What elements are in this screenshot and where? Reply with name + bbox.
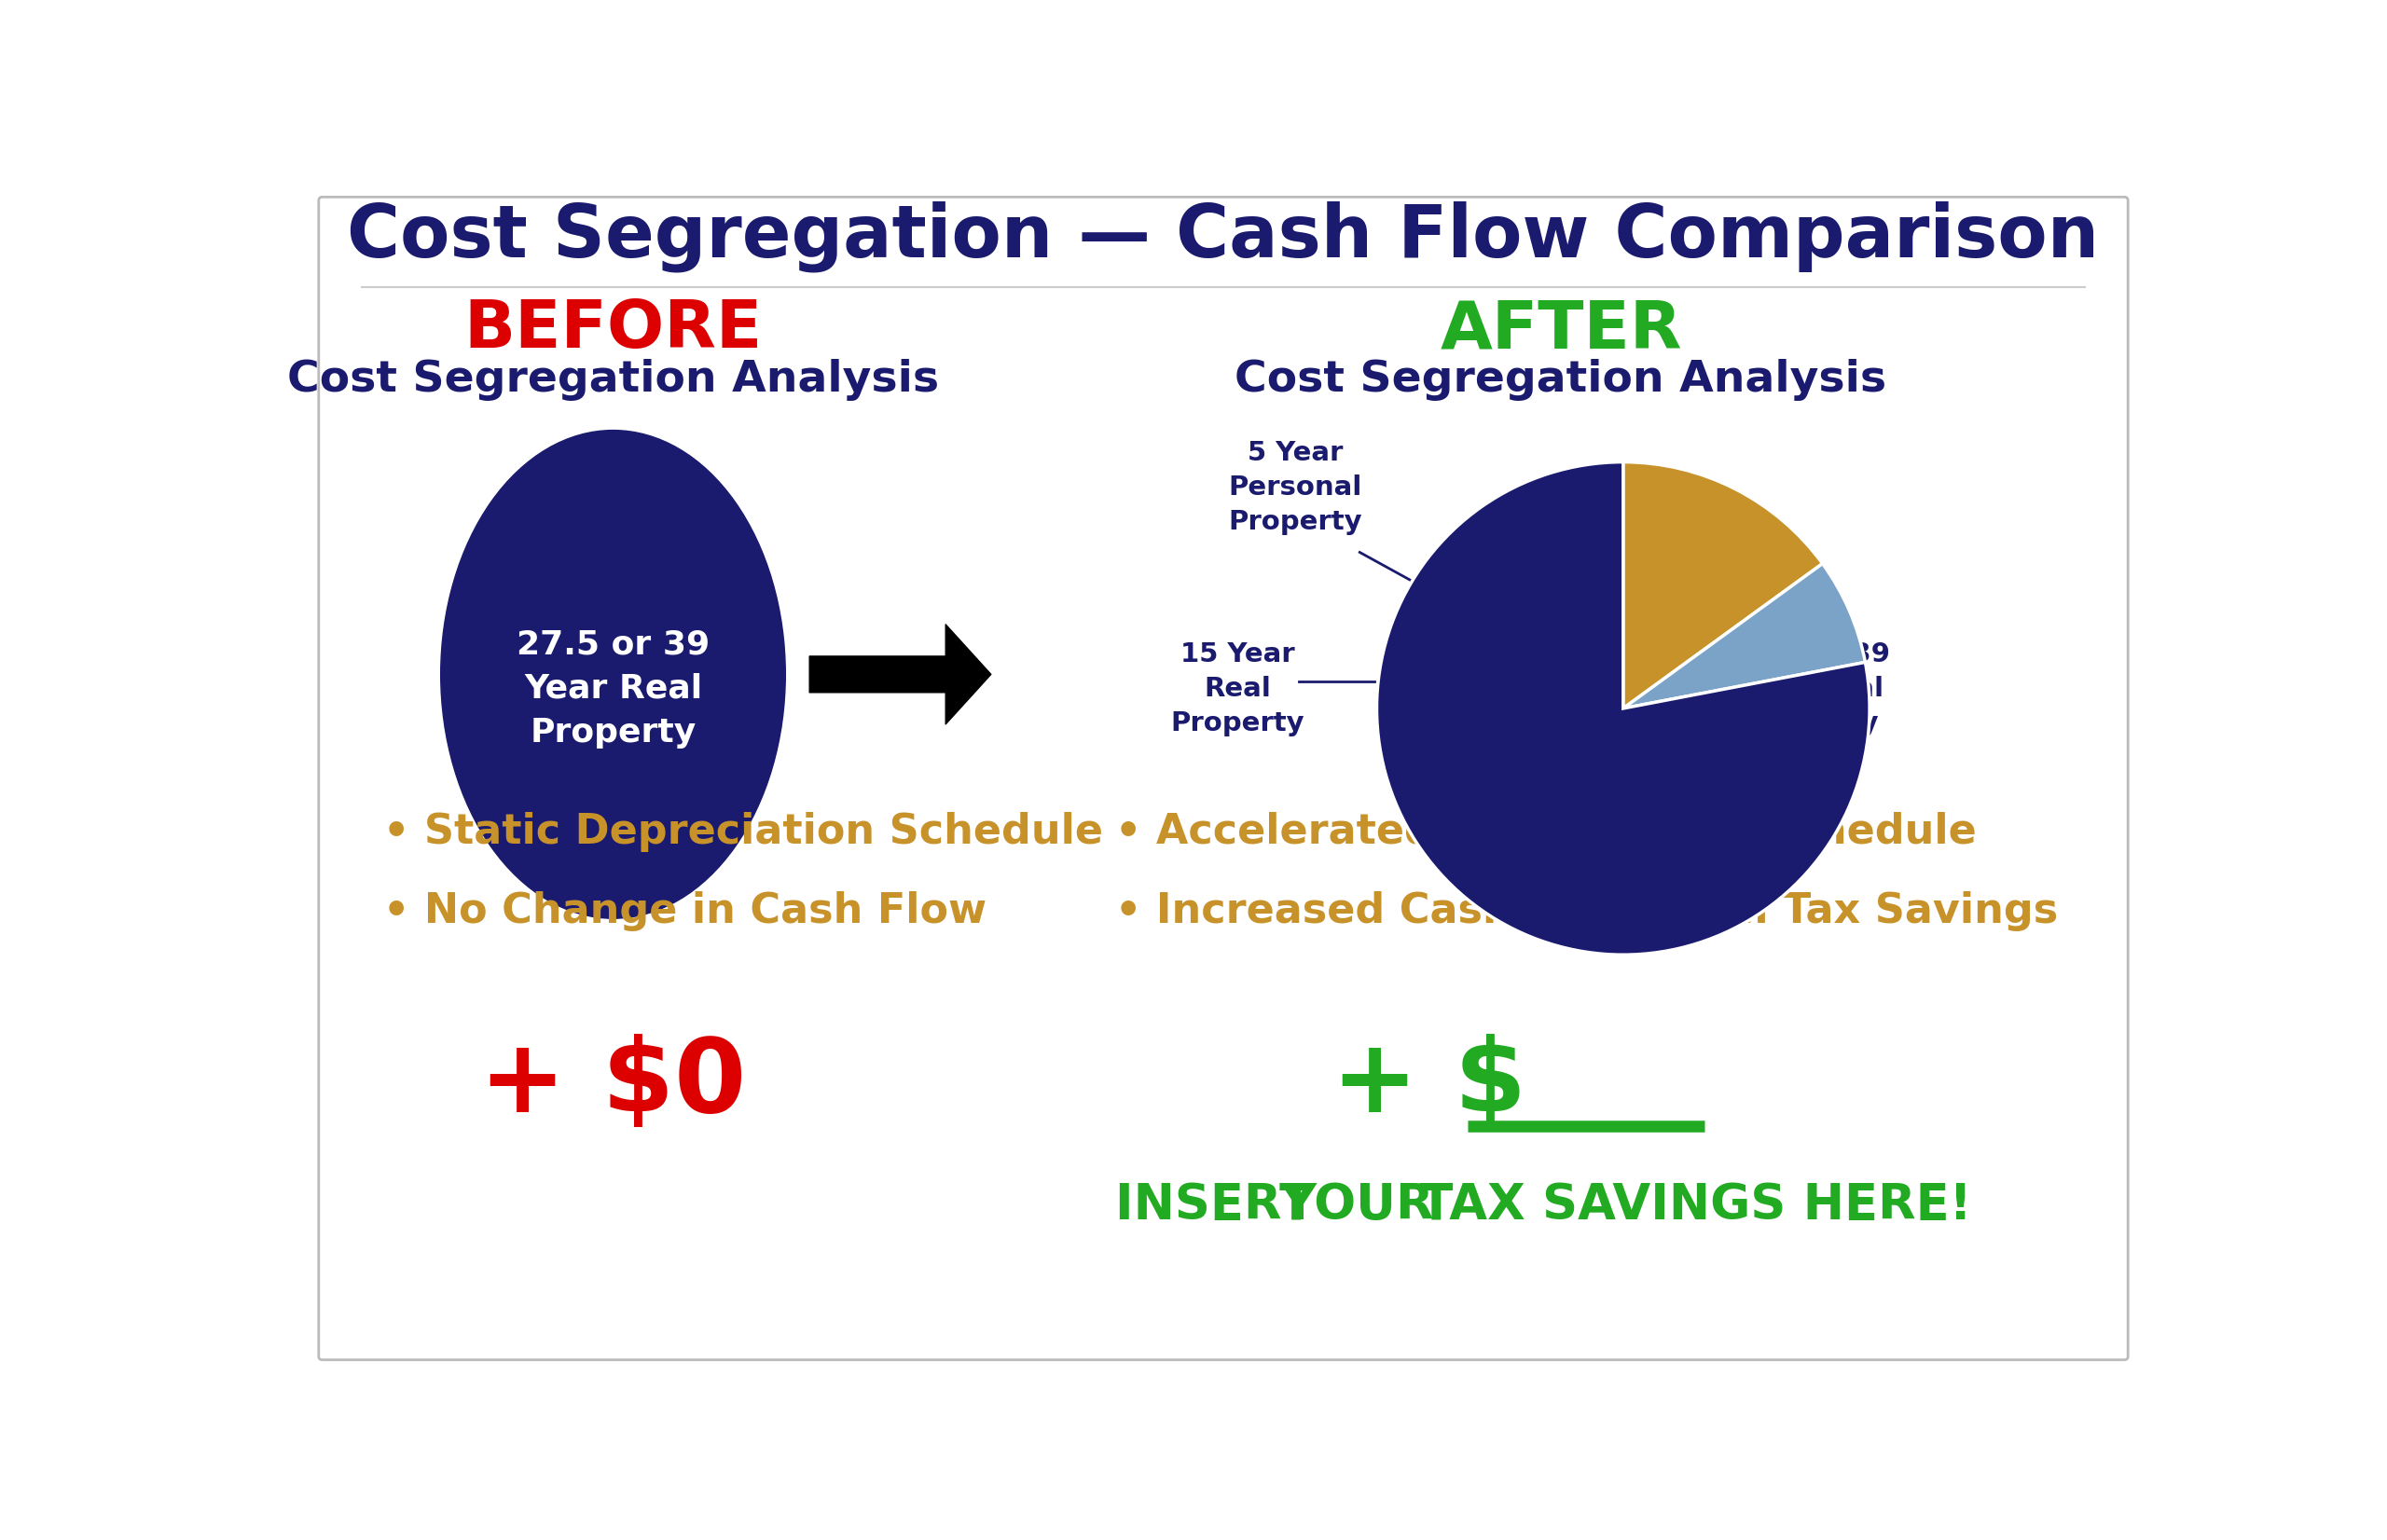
Text: + $0: + $0 — [480, 1033, 747, 1133]
Text: • Static Depreciation Schedule: • Static Depreciation Schedule — [384, 812, 1103, 852]
Text: 15 Year
Real
Property: 15 Year Real Property — [1170, 641, 1306, 736]
Text: • No Change in Cash Flow: • No Change in Cash Flow — [384, 892, 986, 932]
Text: + $: + $ — [1332, 1033, 1525, 1133]
Text: Cost Segregation — Cash Flow Comparison: Cost Segregation — Cash Flow Comparison — [346, 200, 2101, 273]
Text: BEFORE: BEFORE — [463, 297, 761, 362]
Text: TAX SAVINGS HERE!: TAX SAVINGS HERE! — [1404, 1181, 1972, 1230]
Text: AFTER: AFTER — [1439, 297, 1683, 362]
Text: INSERT: INSERT — [1115, 1181, 1330, 1230]
Text: YOUR: YOUR — [1282, 1181, 1435, 1230]
Text: 27.5 or 39
Year Real
Property: 27.5 or 39 Year Real Property — [1735, 641, 1891, 736]
FancyBboxPatch shape — [320, 197, 2127, 1360]
Text: Cost Segregation Analysis: Cost Segregation Analysis — [286, 359, 938, 400]
Text: 27.5 or 39
Year Real
Property: 27.5 or 39 Year Real Property — [516, 628, 709, 748]
Wedge shape — [1377, 462, 1869, 955]
Text: • Increased Cash Flow From Tax Savings: • Increased Cash Flow From Tax Savings — [1115, 892, 2058, 932]
Text: • Accelerated Depreciation Schedule: • Accelerated Depreciation Schedule — [1115, 812, 1976, 852]
Wedge shape — [1623, 564, 1864, 708]
Text: Cost Segregation Analysis: Cost Segregation Analysis — [1234, 359, 1886, 400]
Ellipse shape — [442, 430, 785, 918]
Wedge shape — [1623, 462, 1824, 708]
Text: 5 Year
Personal
Property: 5 Year Personal Property — [1229, 440, 1363, 534]
